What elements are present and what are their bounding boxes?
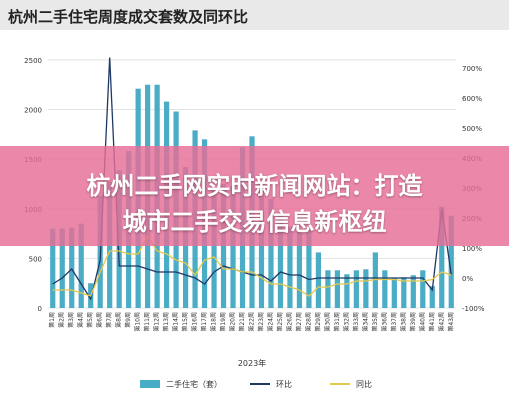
- x-tick-label: 第13周: [162, 312, 170, 332]
- x-tick-label: 第4周: [77, 312, 85, 328]
- bar: [344, 274, 350, 308]
- x-tick-label: 第22周: [248, 312, 256, 332]
- banner-line-1: 杭州二手网实时新闻网站：打造: [86, 172, 423, 200]
- legend-label: 同比: [356, 379, 372, 389]
- right-tick-label: 0%: [462, 275, 473, 283]
- x-tick-label: 第12周: [153, 312, 161, 332]
- x-tick-label: 第25周: [276, 312, 284, 332]
- x-tick-label: 第32周: [342, 312, 350, 332]
- bar: [334, 270, 341, 308]
- bar: [410, 275, 416, 308]
- x-tick-label: 第36周: [380, 312, 388, 332]
- x-tick-label: 第7周: [105, 312, 113, 328]
- x-tick-label: 第34周: [361, 312, 369, 332]
- bar: [439, 206, 445, 308]
- x-tick-label: 第18周: [210, 312, 218, 332]
- bar: [372, 252, 378, 308]
- bar: [268, 198, 274, 308]
- bar: [50, 228, 56, 308]
- x-tick-label: 第23周: [257, 312, 265, 332]
- x-tick-label: 第20周: [229, 312, 237, 332]
- x-tick-label: 第10周: [134, 312, 142, 332]
- mom-line: [52, 57, 452, 301]
- x-tick-label: 第17周: [200, 312, 208, 332]
- legend-label: 二手住宅（套）: [166, 379, 222, 389]
- x-tick-label: 第5周: [86, 312, 94, 328]
- x-tick-label: 第3周: [67, 312, 75, 328]
- right-tick-label: 100%: [462, 245, 482, 253]
- bar: [448, 215, 454, 308]
- x-tick-label: 第31周: [333, 312, 341, 332]
- x-tick-label: 第33周: [352, 312, 360, 332]
- bar: [429, 286, 435, 308]
- left-tick-label: 2500: [24, 57, 42, 65]
- x-tick-label: 第42周: [437, 312, 445, 332]
- x-tick-label: 第16周: [191, 312, 199, 332]
- x-tick-label: 第6周: [96, 312, 104, 328]
- right-tick-label: 700%: [462, 65, 482, 73]
- yoy-line: [52, 234, 452, 297]
- left-tick-label: 500: [29, 255, 42, 263]
- bar: [211, 187, 217, 308]
- x-tick-label: 第39周: [409, 312, 417, 332]
- x-tick-label: 第11周: [143, 312, 151, 332]
- bar: [296, 230, 303, 308]
- x-tick-label: 第26周: [285, 312, 293, 332]
- legend-swatch-bar: [140, 380, 160, 388]
- promo-banner: 杭州二手网实时新闻网站：打造 城市二手交易信息新枢纽: [0, 146, 509, 246]
- banner-line-2: 城市二手交易信息新枢纽: [122, 208, 387, 236]
- bar: [306, 229, 312, 308]
- right-tick-label: 500%: [462, 125, 482, 133]
- x-tick-label: 第15周: [181, 312, 189, 332]
- x-tick-label: 第2周: [58, 312, 66, 328]
- bar: [363, 269, 369, 308]
- bar: [315, 252, 322, 308]
- right-tick-label: 600%: [462, 95, 482, 103]
- x-axis-ticks: 第1周 第2周 第3周 第4周 第5周 第6周 第7周 第8周 第9周 第10周 第11周 第12周第…: [48, 312, 455, 332]
- bar: [230, 185, 236, 308]
- bar: [59, 228, 65, 308]
- chart-title-bar: 杭州二手住宅周度成交套数及同环比: [0, 0, 509, 30]
- bar: [78, 223, 84, 308]
- bar: [391, 278, 397, 308]
- x-tick-label: 第30周: [323, 312, 331, 332]
- bar: [420, 270, 426, 308]
- bar: [401, 277, 407, 308]
- x-tick-label: 第14周: [172, 312, 180, 332]
- x-tick-label: 第24周: [266, 312, 274, 332]
- x-tick-label: 第9周: [124, 312, 132, 328]
- x-tick-label: 第28周: [304, 312, 312, 332]
- x-tick-label: 第38周: [399, 312, 407, 332]
- right-tick-label: -100%: [462, 305, 485, 313]
- x-tick-label: 第29周: [314, 312, 322, 332]
- bar: [325, 270, 331, 308]
- bar: [287, 226, 293, 308]
- x-tick-label: 第40周: [418, 312, 426, 332]
- chart-title: 杭州二手住宅周度成交套数及同环比: [8, 8, 249, 26]
- left-tick-label: 2000: [24, 107, 42, 115]
- x-tick-label: 第27周: [295, 312, 303, 332]
- line-series-layer: [52, 57, 452, 301]
- x-tick-label: 第43周: [447, 312, 455, 332]
- x-tick-label: 第8周: [115, 312, 123, 328]
- x-axis-label: 2023年: [238, 358, 266, 368]
- x-tick-label: 第37周: [390, 312, 398, 332]
- bar: [382, 270, 388, 308]
- legend-label: 环比: [276, 379, 292, 389]
- bar: [277, 214, 284, 308]
- x-tick-label: 第41周: [428, 312, 436, 332]
- x-tick-label: 第19周: [219, 312, 227, 332]
- legend: 二手住宅（套） 环比 同比: [140, 379, 372, 389]
- bar: [69, 227, 75, 308]
- x-tick-label: 第1周: [48, 312, 56, 328]
- left-tick-label: 0: [38, 305, 42, 313]
- x-tick-label: 第21周: [238, 312, 246, 332]
- bar: [353, 270, 359, 308]
- x-tick-label: 第35周: [371, 312, 379, 332]
